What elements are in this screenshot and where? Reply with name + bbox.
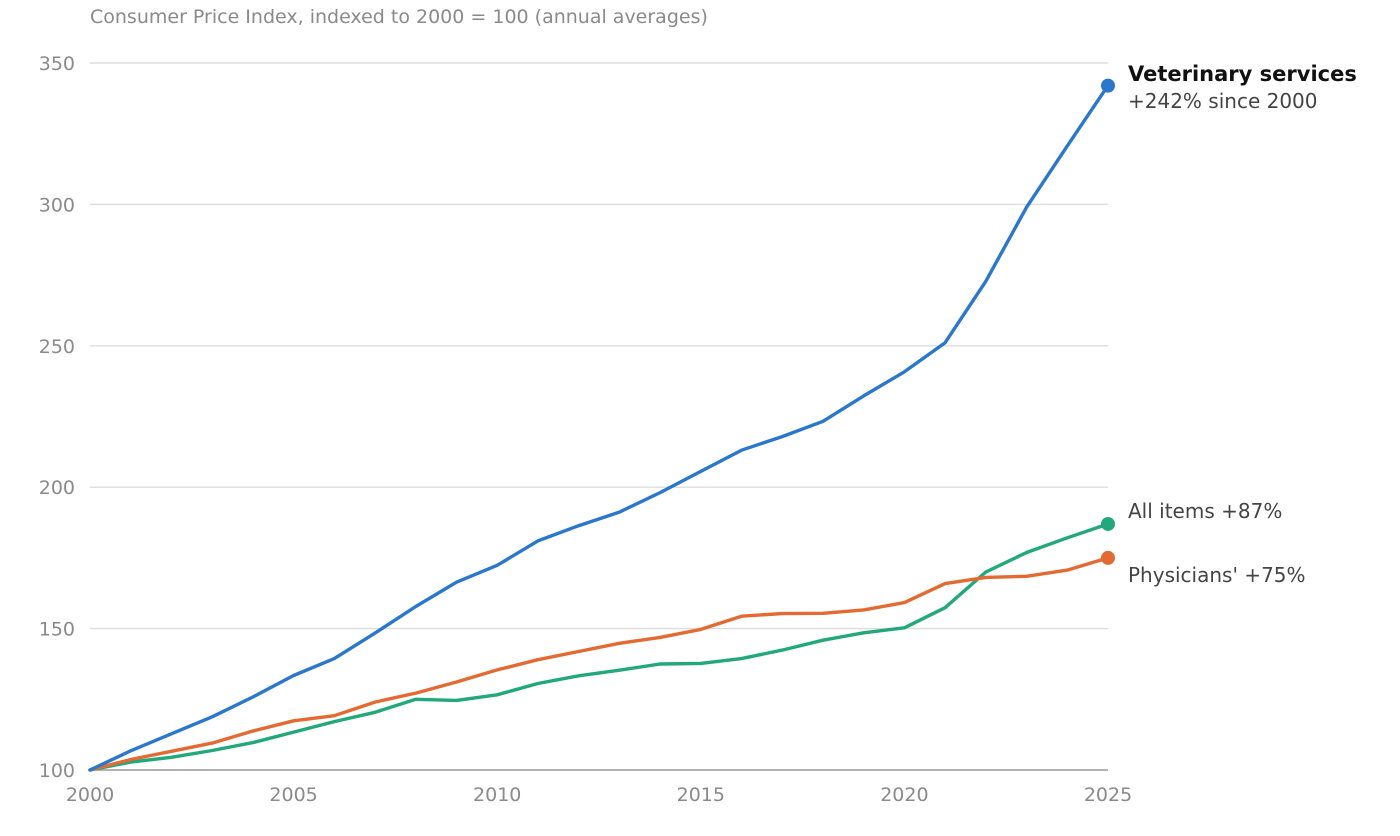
x-axis-ticks: 2000 2005 2010 2015 2020 2025 <box>66 784 1132 806</box>
series-line-vet <box>88 83 1110 772</box>
series-labels: Veterinary services +242% since 2000 All i… <box>1128 62 1357 587</box>
series-note-vet: +242% since 2000 <box>1128 89 1318 113</box>
x-tick-label: 2015 <box>677 784 725 806</box>
y-tick-label: 150 <box>39 619 75 641</box>
series-end-point-all <box>1101 516 1115 531</box>
x-tick-label: 2020 <box>880 784 928 806</box>
x-tick-label: 2000 <box>66 784 114 806</box>
gridlines <box>90 62 1108 771</box>
x-tick-label: 2010 <box>473 784 521 806</box>
series-label-vet: Veterinary services <box>1128 62 1357 86</box>
series-line-all <box>88 522 1110 772</box>
y-tick-label: 250 <box>39 336 75 358</box>
series-label-all: All items +87% <box>1128 499 1282 523</box>
y-axis-ticks: 100 150 200 250 300 350 <box>39 53 75 782</box>
series-lines <box>88 78 1115 772</box>
series-label-phys: Physicians' +75% <box>1128 563 1306 587</box>
x-tick-label: 2005 <box>269 784 317 806</box>
y-tick-label: 100 <box>39 760 75 782</box>
x-tick-label: 2025 <box>1084 784 1132 806</box>
y-tick-label: 300 <box>39 194 75 216</box>
series-end-point-vet <box>1101 78 1115 93</box>
series-end-point-phys <box>1101 550 1115 565</box>
y-tick-label: 350 <box>39 53 75 75</box>
y-tick-label: 200 <box>39 477 75 499</box>
series-line-phys <box>88 556 1110 772</box>
chart-subtitle: Consumer Price Index, indexed to 2000 = … <box>90 6 708 28</box>
